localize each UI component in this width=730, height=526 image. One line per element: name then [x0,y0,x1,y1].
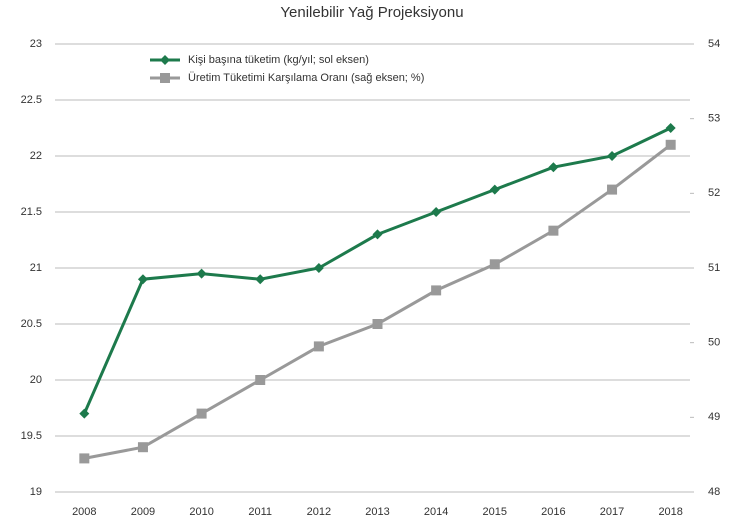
point-marker [313,341,324,352]
point-marker [255,375,266,385]
y-tick-label: 19.5 [21,430,42,442]
point-marker [372,319,383,329]
y2-tick-label: 51 [708,262,720,274]
point-marker [665,123,676,133]
y2-tick-label: 48 [708,486,720,498]
chart-title: Yenilebilir Yağ Projeksiyonu [280,4,463,21]
series-line [82,126,672,415]
y-tick-label: 21.5 [21,206,42,218]
y-tick-label: 22.5 [21,94,42,106]
y-tick-label: 19 [30,486,42,498]
x-tick-label: 2011 [248,506,272,518]
point-marker [196,268,207,279]
point-marker [607,151,618,161]
y2-tick-label: 49 [708,411,720,423]
legend-label: Üretim Tüketimi Karşılama Oranı (sağ eks… [188,72,424,84]
y-tick-label: 22 [30,150,42,162]
series-line [84,143,672,460]
x-tick-label: 2017 [600,506,624,518]
point-marker [548,162,559,173]
y2-tick-label: 54 [708,38,720,50]
point-marker [665,139,676,150]
point-marker [431,285,442,296]
x-tick-label: 2010 [189,506,213,518]
x-tick-label: 2014 [424,506,448,518]
point-marker [489,259,500,270]
legend-marker [160,73,170,83]
y2-tick-label: 53 [708,113,720,125]
x-tick-label: 2015 [483,506,507,518]
point-marker [137,274,148,285]
point-marker [548,225,559,236]
point-marker [607,184,618,195]
point-marker [79,453,90,464]
x-tick-label: 2008 [72,506,96,518]
y2-tick-label: 50 [708,337,720,349]
y-tick-label: 20 [30,374,42,386]
point-marker [313,263,324,273]
point-marker [431,207,442,217]
x-tick-label: 2018 [658,506,682,518]
point-marker [255,274,266,285]
legend-label: Kişi başına tüketim (kg/yıl; sol eksen) [188,54,369,66]
x-tick-label: 2012 [307,506,331,518]
y-tick-label: 21 [30,262,42,274]
y-tick-label: 20.5 [21,318,42,330]
point-marker [137,442,148,453]
x-tick-label: 2013 [365,506,389,518]
y2-tick-label: 52 [708,187,720,199]
point-marker [196,408,207,419]
y-tick-label: 23 [30,38,42,50]
point-marker [79,408,90,419]
point-marker [372,229,383,240]
x-tick-label: 2009 [131,506,155,518]
point-marker [489,184,500,195]
x-tick-label: 2016 [541,506,565,518]
legend-marker [160,55,170,65]
